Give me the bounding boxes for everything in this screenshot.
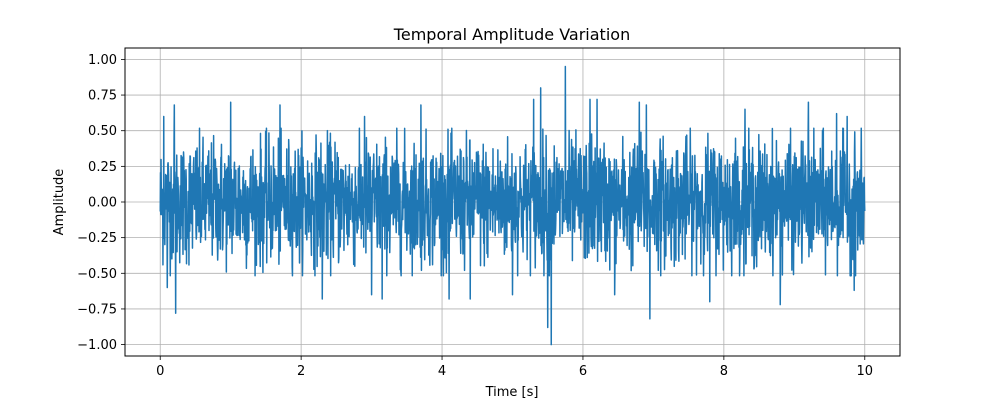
x-tick-label: 4 [438,364,446,379]
x-axis-label: Time [s] [485,385,539,400]
y-axis-label: Amplitude [52,169,67,236]
y-tick-label: −1.00 [77,338,117,353]
x-axis: 0 2 4 6 8 10 [156,356,873,379]
x-tick-label: 2 [297,364,305,379]
y-tick-label: 0.25 [88,160,117,175]
y-tick-label: 1.00 [88,53,117,68]
y-axis: −1.00 −0.75 −0.50 −0.25 0.00 0.25 0.50 0.75 1.00 [77,53,125,353]
x-tick-label: 10 [856,364,873,379]
x-tick-label: 0 [156,364,164,379]
series-line [159,65,866,346]
chart-title: Temporal Amplitude Variation [393,25,630,44]
plot-area [159,65,866,346]
y-tick-label: −0.25 [77,231,117,246]
y-tick-label: 0.75 [88,89,117,104]
y-tick-label: −0.75 [77,302,117,317]
x-tick-label: 8 [720,364,728,379]
x-tick-label: 6 [579,364,587,379]
y-tick-label: 0.00 [88,196,117,211]
y-tick-label: −0.50 [77,267,117,282]
y-tick-label: 0.50 [88,124,117,139]
